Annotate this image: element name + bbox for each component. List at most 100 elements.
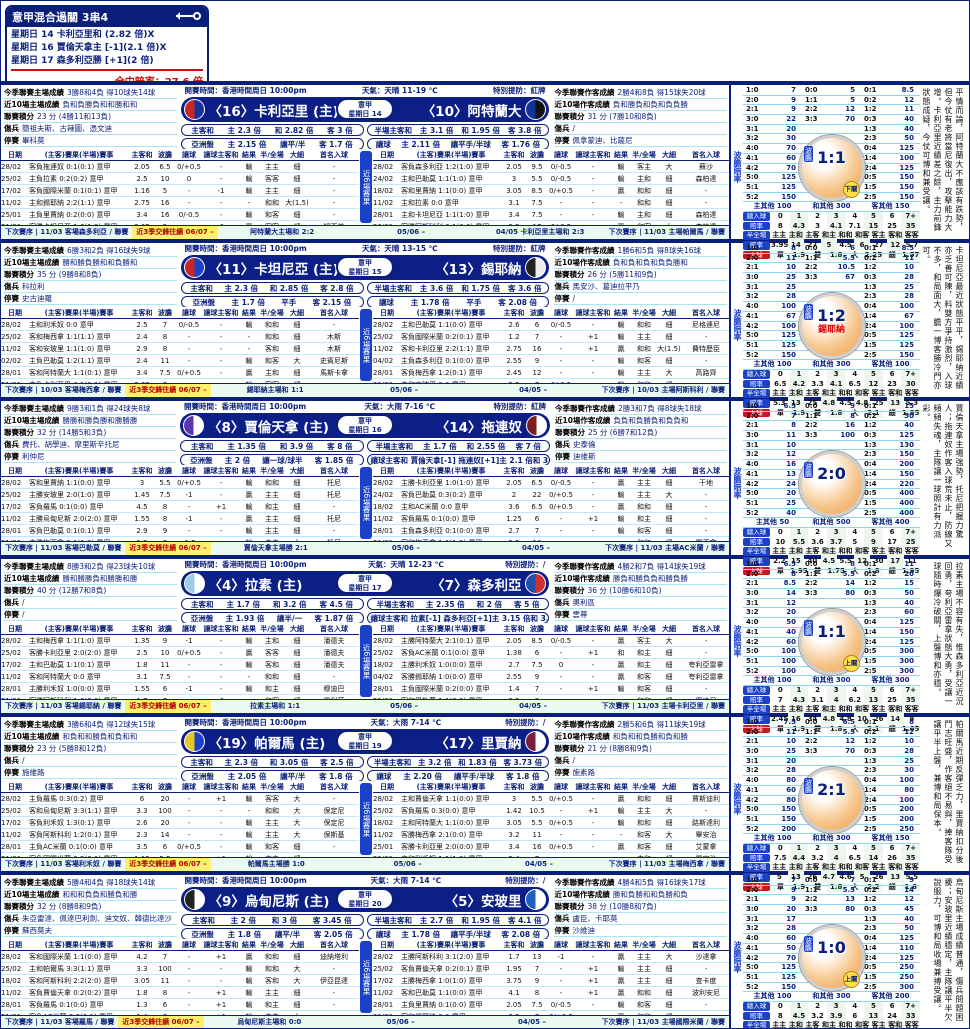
score-odds: 60: [786, 637, 796, 646]
goal-line-odds: 1.8: [864, 566, 883, 577]
total-goals-chip: 總入球: [743, 528, 770, 537]
cell: 贏: [611, 974, 631, 988]
score-odds-row: 2:1 8 2:2 16 1:2 40: [743, 421, 920, 432]
half-full-cat: 和和: [838, 389, 853, 398]
cell: 伊亞昆達: [309, 974, 359, 988]
score-odds: 12: [845, 105, 855, 114]
table-row: 25/02 客和烏甸尼斯 3:3(1:1) 意甲 3.3 100- - - 和和大保定尼: [1, 804, 359, 818]
column-header: 波膽: [155, 623, 175, 636]
cell: 細: [657, 196, 681, 210]
half-full-odds: 13: [787, 399, 805, 409]
score-odds: 70: [845, 115, 855, 124]
table-row: 11/02 主和拉素 0:0 意甲 3.1 7.5- - - 和和細 -: [373, 196, 729, 210]
cell: 22: [527, 488, 547, 502]
match-title-bar: 〈8〉賈倫天拿 (主) 意甲 星期日 16 〈14〉拖連奴: [180, 413, 550, 438]
half-full-chip: 半全場: [743, 231, 770, 241]
record-value: 5勝4和4負 得18球失14球: [67, 878, 156, 887]
half-full-cat: 主和: [787, 705, 805, 716]
cell: 16: [155, 208, 175, 222]
record-label: 今季聯賽作客成績: [554, 562, 615, 571]
score: 4:2: [746, 637, 759, 646]
cell: 大: [285, 1010, 309, 1016]
special-note: 特別提防：紅牌: [493, 402, 547, 411]
cell: 費特歷臣: [681, 342, 729, 356]
table-row: 25/01 客勝卡利亞里 2:0(0:0) 意甲 3.4 16 0/+0.5- 贏和客細艾…: [373, 840, 729, 854]
record-value: 勝和勝負勝和和負勝和: [62, 258, 138, 267]
cell: -: [175, 500, 203, 514]
record-line: 今季聯賽作客成績 4勝2和7負 得14球失19球: [554, 561, 727, 573]
cell: 7: [155, 318, 175, 332]
home-next-match: 下次賽序 | 11/03 客場錫耶納 / 聯賽: [5, 702, 122, 711]
goal-line-row: 入球單 1.9 雙 1.8 大 2.1 細 1.85: [743, 408, 920, 419]
cell: -: [547, 986, 575, 1000]
score: 1:1: [805, 885, 818, 894]
other-score-odds: 客其他 100: [871, 360, 910, 369]
record-label: 停賽: [4, 294, 19, 303]
prediction-badge: 波膽 2:1: [798, 767, 865, 833]
cell: -: [611, 852, 631, 858]
half-full-odds: 3.95: [771, 241, 788, 250]
column-header: 首名入球: [309, 465, 359, 478]
score-odds: 150: [899, 450, 914, 459]
total-goals-odds: 14: [864, 853, 883, 864]
recent-results-area: 日期 (主客)賽果(半場)賽事 主客和 波膽 讓球 讓球主客和 結果 半/全場 大細 首名入球 28…: [1, 307, 729, 384]
cell: -: [309, 670, 359, 684]
cell: 主和: [259, 634, 285, 648]
cell: -: [309, 196, 359, 210]
score: 2:3: [864, 292, 877, 301]
half-full-cat: 和客: [853, 1021, 871, 1028]
table-header-row: 日期 (主客)賽果(半場)賽事 主客和 波膽 讓球 讓球主客和 結果 半/全場 大細 首名入球: [373, 307, 729, 320]
table-row: 28/02 主勝阿斯科利 3:1(2:0) 意甲 1.7 13 -1- 贏主主大沙達拿: [373, 950, 729, 964]
score: 4:1: [746, 627, 759, 636]
score: 4:0: [746, 934, 759, 943]
cell: 蘇沙: [681, 160, 729, 174]
score: 5:2: [746, 508, 759, 517]
score-odds: 40: [786, 508, 796, 517]
cell: 木斯: [309, 330, 359, 344]
other-score-odds: 客其他 150: [871, 202, 910, 211]
cell: 輸: [239, 828, 259, 842]
match-day-number: 星期日 14: [348, 110, 382, 118]
odds-item: 和 3.05 倍: [269, 757, 309, 767]
cell: +1: [575, 342, 611, 356]
half-full-odds: 27: [807, 241, 818, 250]
cell: 7.5: [155, 366, 175, 380]
record-label: 今季聯賽作客成績: [554, 720, 615, 729]
score: 3:2: [746, 924, 759, 933]
score-odds: 16: [845, 421, 855, 430]
score-odds: 8: [791, 244, 796, 252]
column-header: 讓球: [547, 465, 575, 478]
column-header: 半/全場: [631, 149, 657, 162]
predicted-score: 1:1: [817, 148, 846, 167]
total-goals-cat: 5: [864, 686, 883, 696]
head-to-head-label: 近3季交鋒往績 06/07 –: [132, 226, 218, 239]
total-goals-odds: 6.5: [848, 379, 862, 388]
cell: 3.1: [501, 196, 527, 210]
match-date: 28/02: [373, 476, 401, 490]
table-row: 28/01 主負里賈納 0:1(0:0) 意甲 2.05 7.5 0/-0.5- 輸和客細…: [373, 998, 729, 1012]
record-label: 停賽: [4, 136, 19, 145]
match-block: 今季聯賽主場成績 8勝3和2負 得23球失10球 近10場主場成績 勝和勝勝負和勝勝和…: [1, 555, 969, 735]
cell: 0/-0.5: [547, 634, 575, 648]
odds-side-panel: 波膽賠率 1:0 7.5 0:0 6.5 0:1 8 2:0 11 1:1 5.5 0:2 12 2:1 1…: [731, 717, 967, 893]
goal-line-label: 單: [776, 724, 784, 733]
score-odds: 150: [781, 350, 796, 359]
cell: 輸: [611, 524, 631, 538]
cell: -: [575, 354, 611, 368]
match-panel: 今季聯賽主場成績 3勝8和4負 得10球失14球 近10場主場成績 負和負勝負和和勝和…: [1, 85, 731, 239]
odds-item: 客 5 倍: [514, 599, 540, 609]
odds-item: 和 3 倍: [271, 915, 298, 925]
cell: -: [309, 160, 359, 174]
score-odds: 50: [904, 134, 914, 143]
score-odds: 8.5: [901, 86, 914, 94]
goal-line-chip: 入球: [743, 882, 770, 892]
goal-line-label: 雙: [814, 408, 822, 417]
table-header-row: 日期 (主客)賽果(半場)賽事 主客和 波膽 讓球 讓球主客和 結果 半/全場 大細 首名入球: [1, 939, 359, 952]
cell: -: [175, 196, 203, 210]
score-odds: 8: [850, 411, 855, 420]
correct-score-label: 波膽賠率: [733, 783, 742, 815]
match-date: 28/02: [373, 792, 401, 806]
score: 2:0: [746, 569, 759, 578]
cell: 0/+0.5: [175, 840, 203, 854]
cell: 9: [527, 974, 547, 988]
